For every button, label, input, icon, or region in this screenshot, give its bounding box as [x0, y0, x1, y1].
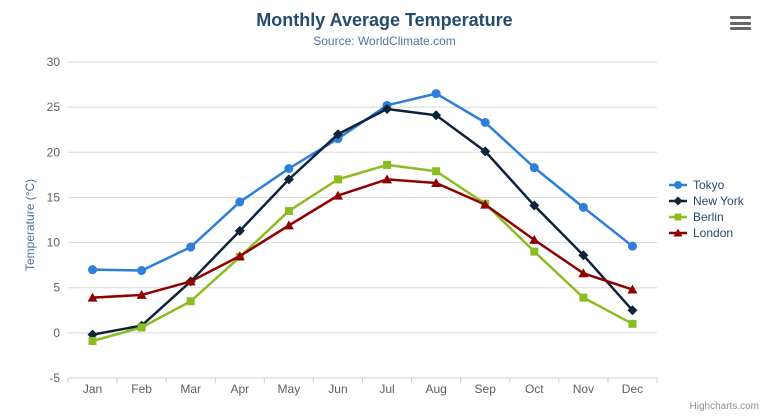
point-new-york-jun[interactable]: [332, 129, 343, 140]
point-london-jun[interactable]: [332, 190, 343, 200]
y-axis-label: 10: [47, 236, 61, 250]
point-new-york-jul[interactable]: [382, 103, 393, 114]
legend-label: London: [693, 226, 734, 240]
hamburger-icon: [730, 21, 751, 25]
point-berlin-mar[interactable]: [186, 297, 195, 306]
legend-item-tokyo[interactable]: Tokyo: [668, 177, 744, 193]
point-tokyo-dec[interactable]: [627, 241, 637, 251]
x-axis-label: Sep: [475, 382, 497, 396]
point-berlin-jan[interactable]: [88, 336, 97, 345]
y-axis-label: 25: [47, 100, 61, 114]
x-axis-label: Feb: [131, 382, 152, 396]
point-london-mar[interactable]: [185, 276, 196, 286]
point-new-york-sep[interactable]: [480, 146, 491, 157]
x-axis-label: Jun: [328, 382, 347, 396]
point-london-apr[interactable]: [234, 251, 245, 261]
point-berlin-may[interactable]: [284, 206, 293, 215]
x-axis-label: Nov: [573, 382, 594, 396]
point-tokyo-sep[interactable]: [480, 117, 490, 127]
legend-label: New York: [693, 194, 744, 208]
point-tokyo-may[interactable]: [284, 164, 294, 174]
point-berlin-feb[interactable]: [137, 323, 146, 332]
point-tokyo-aug[interactable]: [431, 89, 441, 99]
legend-item-berlin[interactable]: Berlin: [668, 209, 744, 225]
point-berlin-nov[interactable]: [579, 293, 588, 302]
point-tokyo-apr[interactable]: [235, 197, 245, 207]
point-london-aug[interactable]: [431, 177, 442, 187]
x-axis-label: Jan: [83, 382, 102, 396]
series-line-new-york: [91, 107, 634, 336]
hamburger-icon: [730, 27, 751, 30]
point-tokyo-mar[interactable]: [186, 242, 196, 252]
x-axis-label: Jul: [379, 382, 394, 396]
y-axis-label: -5: [49, 371, 60, 385]
chart-title: Monthly Average Temperature: [256, 10, 513, 30]
point-new-york-aug[interactable]: [431, 110, 442, 121]
x-axis-label: Mar: [180, 382, 201, 396]
x-axis-label: Apr: [230, 382, 249, 396]
point-tokyo-nov[interactable]: [578, 202, 588, 212]
point-new-york-dec[interactable]: [627, 305, 638, 316]
y-axis-label: 20: [47, 145, 61, 159]
credits-link[interactable]: Highcharts.com: [689, 401, 759, 412]
legend-label: Berlin: [693, 210, 724, 224]
point-london-may[interactable]: [283, 220, 294, 230]
point-tokyo-jan[interactable]: [88, 265, 98, 275]
y-axis-label: 5: [53, 281, 60, 295]
chart-subtitle: Source: WorldClimate.com: [313, 34, 456, 48]
x-axis-label: Oct: [525, 382, 544, 396]
point-london-dec[interactable]: [627, 284, 638, 294]
point-new-york-may[interactable]: [283, 174, 294, 185]
point-new-york-apr[interactable]: [234, 225, 245, 236]
hamburger-icon: [730, 16, 751, 19]
series-line-berlin: [91, 163, 634, 343]
point-tokyo-oct[interactable]: [529, 163, 539, 173]
point-berlin-aug[interactable]: [432, 167, 441, 176]
export-menu-button[interactable]: [730, 16, 751, 30]
point-berlin-dec[interactable]: [628, 319, 637, 328]
x-axis-label: Dec: [622, 382, 643, 396]
legend: Tokyo New York Berlin London: [668, 177, 744, 241]
point-london-nov[interactable]: [578, 268, 589, 278]
point-new-york-oct[interactable]: [529, 200, 540, 211]
point-new-york-nov[interactable]: [578, 250, 589, 261]
x-axis-label: Aug: [425, 382, 446, 396]
point-tokyo-feb[interactable]: [137, 266, 147, 276]
y-axis-label: 15: [47, 190, 61, 204]
point-berlin-jun[interactable]: [333, 175, 342, 184]
point-london-oct[interactable]: [529, 234, 540, 244]
x-axis-label: May: [278, 382, 301, 396]
point-london-sep[interactable]: [480, 199, 491, 209]
series-line-london: [91, 178, 634, 299]
y-axis-label: 0: [53, 326, 60, 340]
point-berlin-oct[interactable]: [530, 247, 539, 256]
point-london-jul[interactable]: [382, 174, 393, 184]
legend-marker-square-icon: [669, 213, 687, 221]
legend-item-new-york[interactable]: New York: [668, 193, 744, 209]
legend-marker-diamond-icon: [669, 196, 687, 206]
legend-marker-triangle-icon: [669, 228, 687, 237]
legend-item-london[interactable]: London: [668, 225, 744, 241]
y-axis-label: 30: [47, 55, 61, 69]
point-london-feb[interactable]: [136, 289, 147, 299]
point-london-jan[interactable]: [87, 292, 98, 302]
legend-label: Tokyo: [693, 178, 725, 192]
point-berlin-jul[interactable]: [383, 160, 392, 169]
legend-marker-circle-icon: [669, 181, 687, 189]
series-line-tokyo: [91, 92, 634, 272]
